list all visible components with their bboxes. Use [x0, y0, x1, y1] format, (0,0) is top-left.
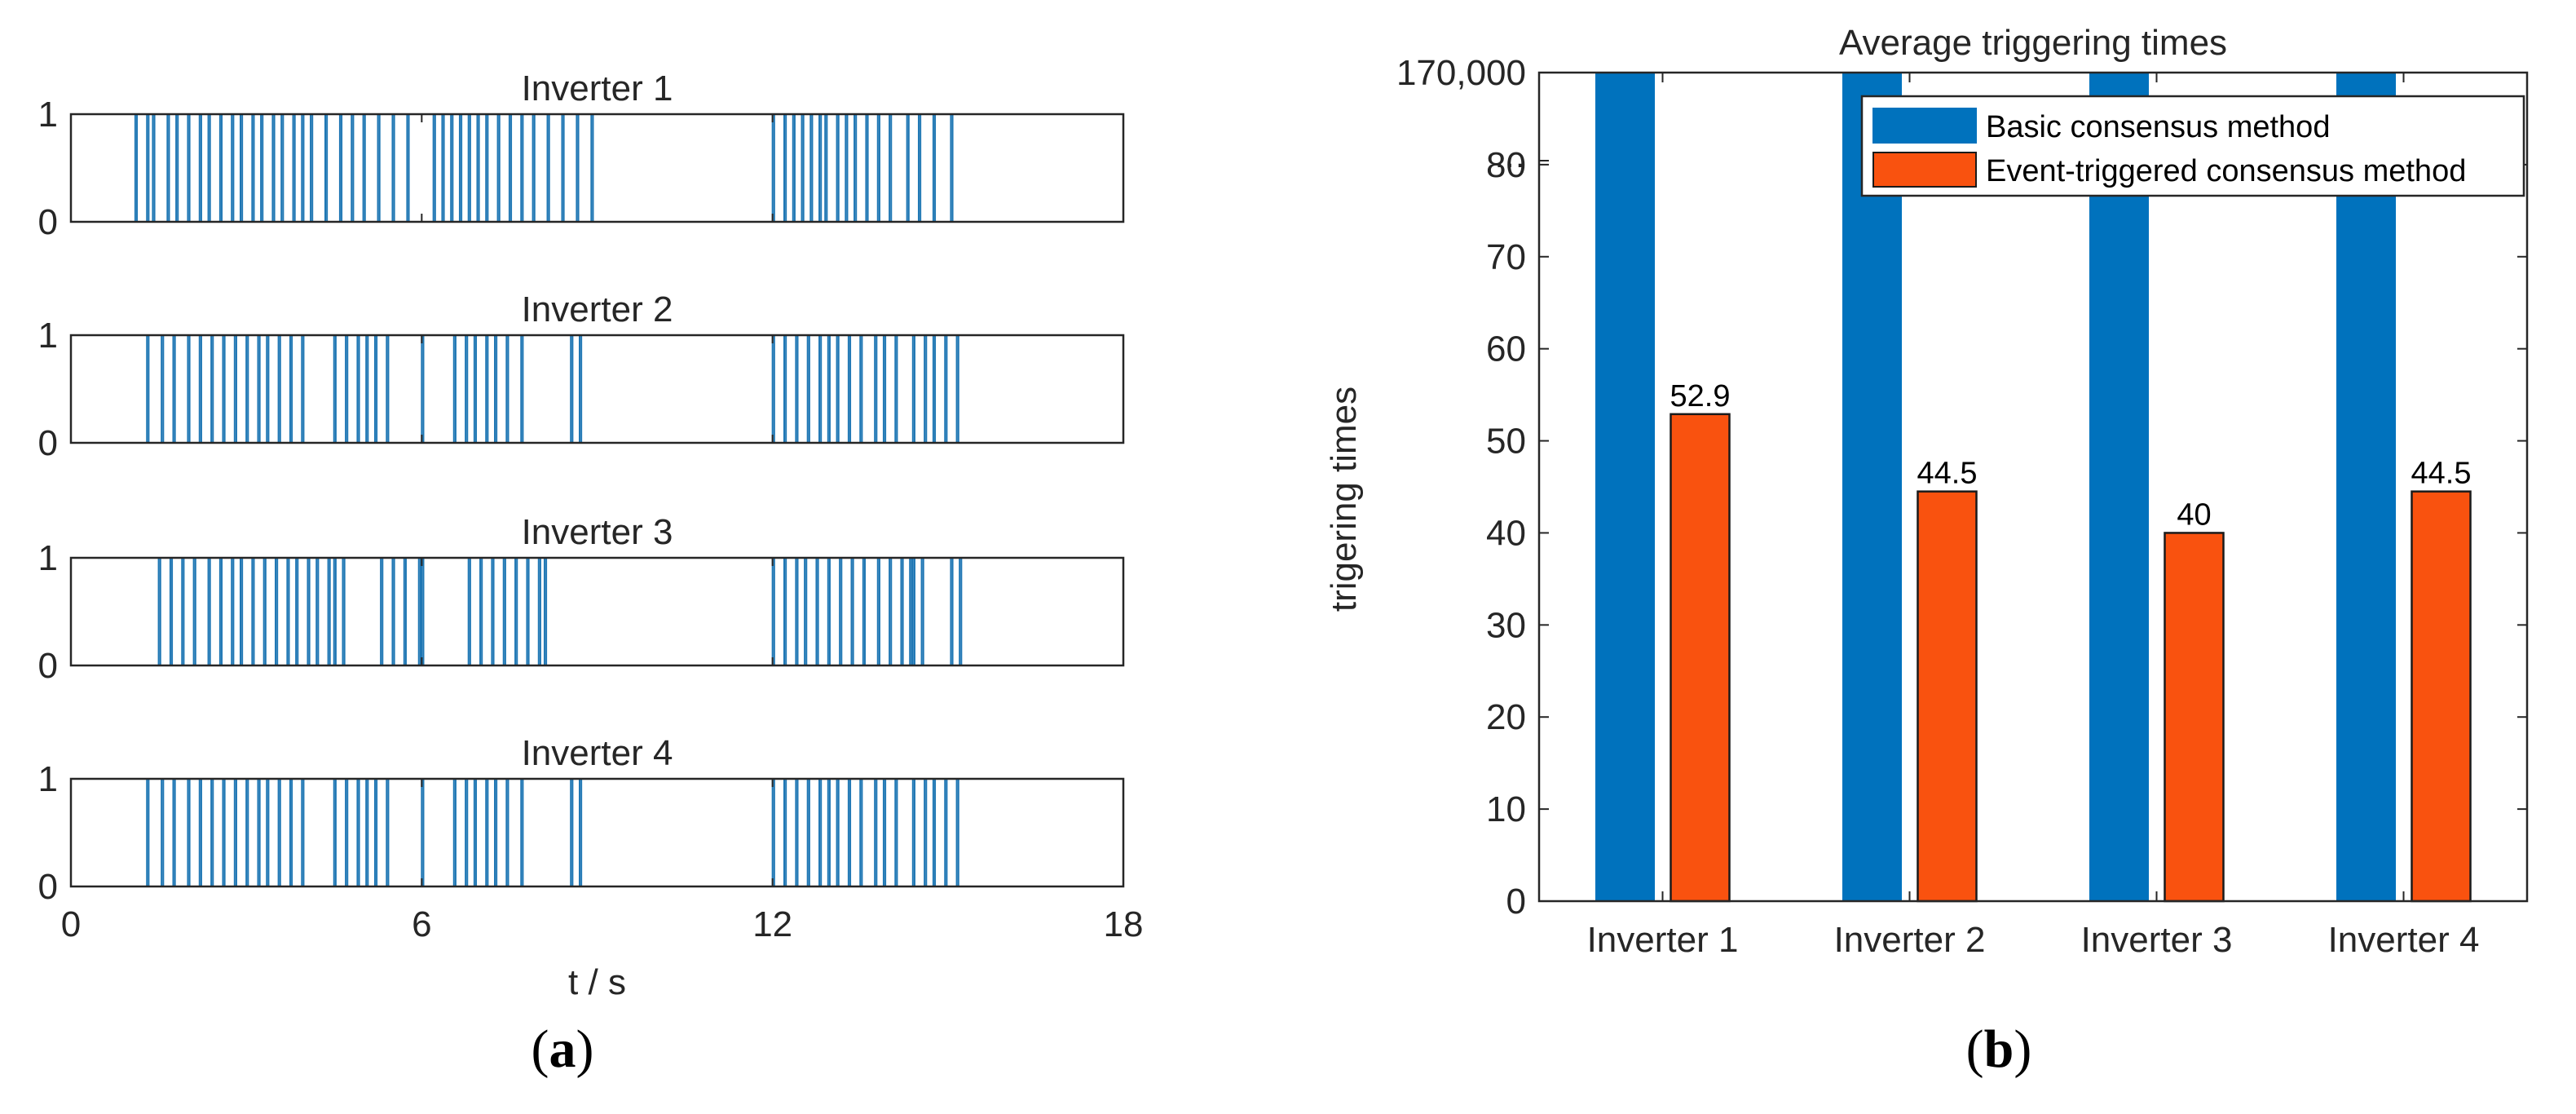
y-tick-label: 0 — [38, 646, 58, 686]
y-tick-label: 1 — [38, 538, 58, 578]
panel-b-caption: (b) — [1966, 1019, 2032, 1079]
subplot-title: Inverter 4 — [522, 733, 673, 773]
panel-a-letter: a — [549, 1019, 576, 1079]
trigger-signal-line — [71, 113, 1123, 223]
event-triggered-bar — [2411, 490, 2472, 903]
y-tick-label: 40 — [1486, 513, 1526, 553]
event-triggered-bar — [2164, 532, 2225, 903]
bar-data-label: 52.9 — [1670, 379, 1731, 413]
y-tick-label: 1 — [38, 95, 58, 135]
panel-b-letter: b — [1984, 1019, 2014, 1079]
trigger-subplot-2: Inverter 2 0 1 — [38, 290, 1125, 463]
panel-b-bar-chart: Average triggering times 52.9 Inverter 1 44… — [1324, 23, 2529, 960]
trigger-signal-line — [71, 778, 1123, 887]
y-tick-label: 70 — [1486, 237, 1526, 277]
y-tick-label: 0 — [1506, 882, 1526, 922]
trigger-subplot-1: Inverter 1 0 1 — [38, 69, 1125, 242]
axes-box — [69, 777, 1125, 888]
legend-label: Basic consensus method — [1986, 110, 2330, 144]
basic-consensus-bar — [2336, 72, 2396, 902]
y-tick-label: 60 — [1486, 329, 1526, 369]
y-axis-label: trigering times — [1324, 387, 1364, 612]
x-tick-label: 0 — [61, 904, 81, 944]
event-triggered-bar — [1670, 413, 1731, 903]
subplot-title: Inverter 2 — [522, 290, 673, 329]
bar-data-label: 44.5 — [2411, 457, 2472, 491]
y-tick-label: 1 — [38, 316, 58, 356]
panel-a-caption: (a) — [532, 1019, 594, 1079]
bar-data-label: 40 — [2177, 497, 2211, 532]
axes-box — [69, 113, 1125, 223]
trigger-signal-line — [71, 334, 1123, 444]
y-top-tick-label: 170,000 — [1396, 53, 1526, 93]
y-tick-label: 0 — [38, 202, 58, 242]
y-tick-label: 20 — [1486, 697, 1526, 737]
legend-swatch-event — [1872, 152, 1977, 188]
category-label: Inverter 4 — [2328, 920, 2480, 960]
category-label: Inverter 3 — [2081, 920, 2233, 960]
x-tick-label: 6 — [412, 904, 431, 944]
y-tick-label: 50 — [1486, 422, 1526, 462]
y-tick-label: 0 — [38, 867, 58, 907]
x-tick-label: 12 — [752, 904, 792, 944]
y-break-tick-label: … — [1493, 139, 1526, 175]
x-axis-label: t / s — [568, 962, 626, 1002]
subplot-title: Inverter 1 — [522, 69, 673, 108]
legend-swatch-basic — [1872, 108, 1977, 144]
event-triggered-bar — [1917, 490, 1978, 903]
x-tick-label: 18 — [1104, 904, 1144, 944]
subplot-title: Inverter 3 — [522, 512, 673, 552]
bar-data-label: 44.5 — [1917, 457, 1978, 491]
legend-label: Event-triggered consensus method — [1986, 154, 2466, 188]
y-tick-label: 0 — [38, 423, 58, 463]
trigger-signal-line — [71, 557, 1123, 666]
y-tick-label: 10 — [1486, 789, 1526, 829]
axes-box — [1537, 71, 2529, 903]
trigger-subplot-3: Inverter 3 0 1 — [38, 512, 1125, 686]
y-tick-label: 80 — [1486, 145, 1526, 185]
chart-title: Average triggering times — [1839, 23, 2227, 63]
axes-box — [69, 334, 1125, 444]
category-label: Inverter 1 — [1587, 920, 1739, 960]
category-label: Inverter 2 — [1834, 920, 1986, 960]
axes-box — [69, 556, 1125, 667]
basic-consensus-bar — [2089, 72, 2149, 902]
y-tick-label: 1 — [38, 759, 58, 799]
y-tick-label: 30 — [1486, 605, 1526, 645]
basic-consensus-bar — [1842, 72, 1902, 902]
trigger-subplot-4: Inverter 4 0 1 — [38, 733, 1125, 907]
legend: Basic consensus method Event-triggered co… — [1860, 95, 2525, 197]
basic-consensus-bar — [1595, 72, 1655, 902]
